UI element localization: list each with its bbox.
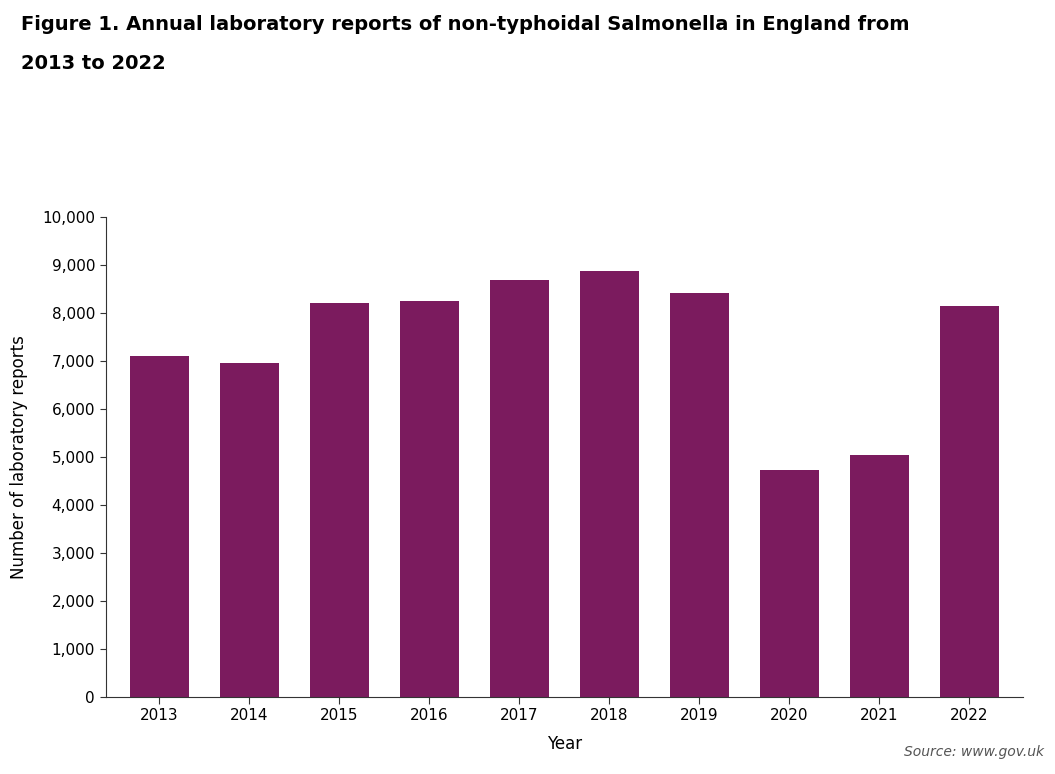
Text: Source: www.gov.uk: Source: www.gov.uk xyxy=(904,745,1044,759)
Bar xyxy=(940,307,999,697)
Bar xyxy=(400,300,459,697)
Bar xyxy=(670,293,729,697)
Text: 2013 to 2022: 2013 to 2022 xyxy=(21,54,166,74)
Bar xyxy=(310,303,368,697)
Bar xyxy=(130,356,189,697)
Text: Figure 1. Annual laboratory reports of non-typhoidal Salmonella in England from: Figure 1. Annual laboratory reports of n… xyxy=(21,15,909,35)
Bar xyxy=(580,271,638,697)
Bar xyxy=(491,280,549,697)
X-axis label: Year: Year xyxy=(546,735,582,752)
Bar xyxy=(220,363,279,697)
Bar xyxy=(761,470,819,697)
Bar xyxy=(850,455,908,697)
Y-axis label: Number of laboratory reports: Number of laboratory reports xyxy=(11,334,28,579)
